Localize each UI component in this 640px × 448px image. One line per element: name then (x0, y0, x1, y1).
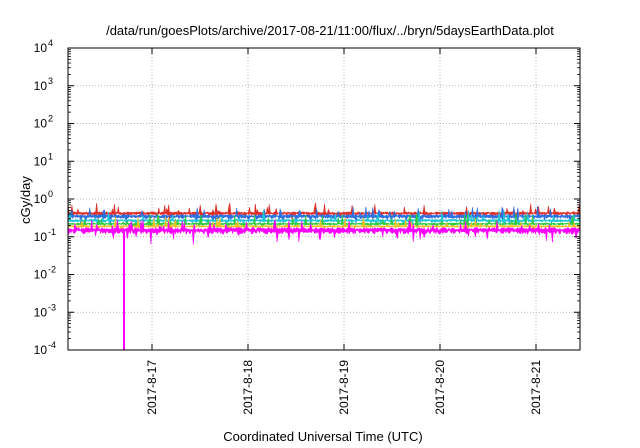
grid-lines (68, 48, 580, 350)
y-axis-label: cGy/day (18, 176, 33, 224)
x-axis-label: Coordinated Universal Time (UTC) (223, 429, 422, 444)
y-tick-label: 10 (34, 79, 48, 93)
x-tick-label: 2017-8-20 (433, 360, 447, 415)
series-layer (67, 202, 581, 350)
y-tick-exponent: 1 (48, 151, 53, 161)
series-5 (67, 219, 581, 350)
y-tick-label: 10 (34, 41, 48, 55)
x-tick-label: 2017-8-21 (529, 360, 543, 415)
x-tick-label: 2017-8-19 (337, 360, 351, 415)
y-tick-exponent: 3 (48, 76, 53, 86)
y-tick-exponent: 0 (48, 189, 53, 199)
y-tick-exponent: -4 (48, 340, 56, 350)
y-tick-label: 10 (34, 154, 48, 168)
y-tick-label: 10 (34, 230, 48, 244)
x-tick-label: 2017-8-17 (145, 360, 159, 415)
y-tick-label: 10 (34, 117, 48, 131)
y-tick-exponent: -1 (48, 227, 56, 237)
chart-title: /data/run/goesPlots/archive/2017-08-21/1… (106, 23, 554, 38)
x-axis-ticks: 2017-8-17 2017-8-18 2017-8-19 2017-8-20 2017… (145, 48, 543, 415)
y-tick-label: 10 (34, 192, 48, 206)
y-tick-exponent: -2 (48, 265, 56, 275)
x-tick-label: 2017-8-18 (241, 360, 255, 415)
y-tick-exponent: -3 (48, 302, 56, 312)
y-tick-label: 10 (34, 268, 48, 282)
y-tick-label: 10 (34, 305, 48, 319)
y-tick-exponent: 4 (48, 38, 53, 48)
y-tick-label: 10 (34, 343, 48, 357)
y-tick-exponent: 2 (48, 114, 53, 124)
